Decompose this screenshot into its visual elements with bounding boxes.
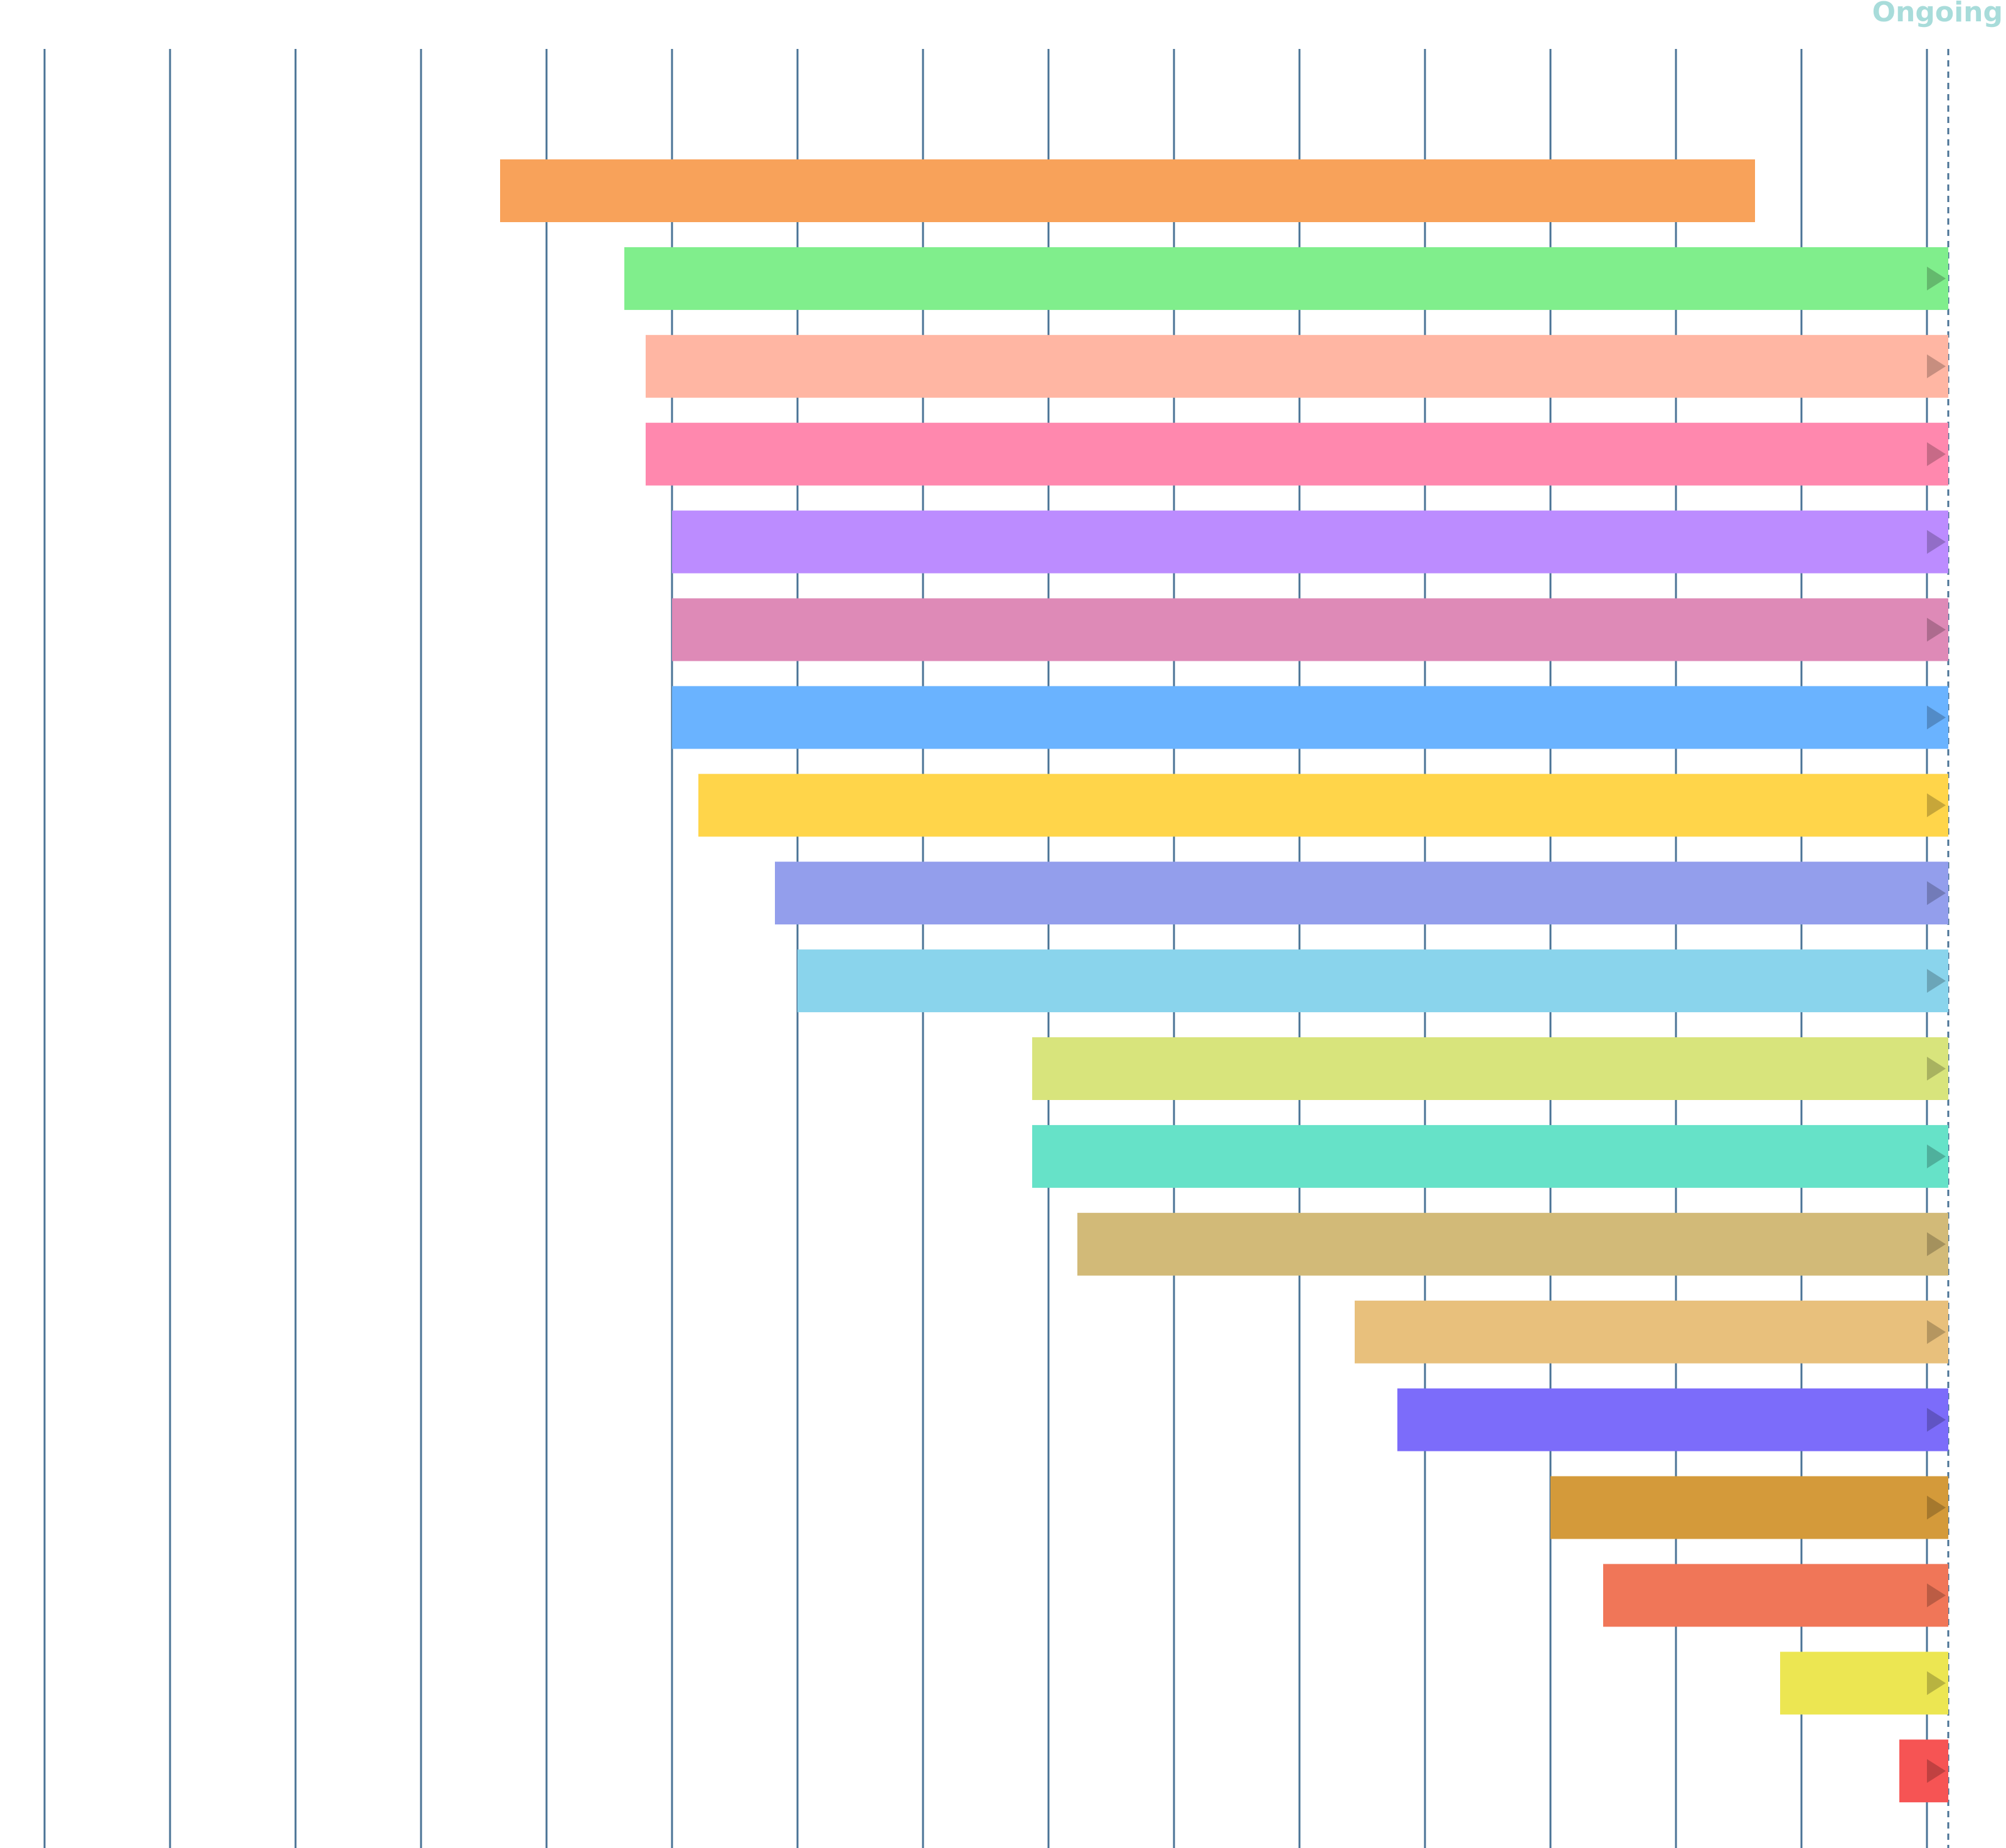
ongoing-arrow-icon bbox=[1927, 1320, 1946, 1344]
ongoing-arrow-icon bbox=[1927, 1144, 1946, 1168]
timeline-bar bbox=[1032, 1124, 1948, 1188]
ongoing-arrow-icon bbox=[1927, 969, 1946, 993]
ongoing-arrow-icon bbox=[1927, 1671, 1946, 1696]
ongoing-arrow-icon bbox=[1927, 793, 1946, 818]
timeline-bar bbox=[1899, 1739, 1948, 1803]
ongoing-arrow-icon bbox=[1927, 1057, 1946, 1081]
timeline-bar bbox=[1355, 1300, 1948, 1364]
ongoing-arrow-icon bbox=[1927, 1759, 1946, 1783]
ongoing-arrow-icon bbox=[1927, 442, 1946, 466]
timeline-bar bbox=[1077, 1212, 1948, 1276]
timeline-bar bbox=[775, 862, 1948, 925]
timeline-bar bbox=[1032, 1037, 1948, 1100]
timeline-bar bbox=[500, 159, 1755, 222]
timeline-bar bbox=[672, 598, 1948, 661]
bars bbox=[500, 159, 1948, 1803]
timeline-bar bbox=[1550, 1476, 1948, 1539]
timeline-bar bbox=[646, 334, 1948, 398]
ongoing-arrow-icon bbox=[1927, 705, 1946, 730]
ongoing-label: Ongoing bbox=[1872, 0, 2003, 28]
ongoing-arrow-icon bbox=[1927, 354, 1946, 378]
ongoing-arrow-icon bbox=[1927, 881, 1946, 905]
ongoing-arrow-icon bbox=[1927, 1407, 1946, 1432]
timeline-bar bbox=[672, 686, 1948, 749]
ongoing-arrow-icon bbox=[1927, 1232, 1946, 1256]
ongoing-arrow-icon bbox=[1927, 530, 1946, 554]
ongoing-arrow-icon bbox=[1927, 266, 1946, 291]
timeline-bar bbox=[798, 949, 1948, 1013]
ongoing-arrow-icon bbox=[1927, 1583, 1946, 1608]
timeline-bar bbox=[1603, 1564, 1948, 1627]
ongoing-arrow-icon bbox=[1927, 617, 1946, 642]
timeline-bar bbox=[1397, 1388, 1948, 1451]
timeline-bar bbox=[624, 247, 1948, 310]
timeline-bar bbox=[1780, 1652, 1948, 1715]
timeline-bar bbox=[672, 510, 1948, 574]
timeline-bar bbox=[698, 774, 1948, 837]
ongoing-arrow-icon bbox=[1927, 1495, 1946, 1520]
timeline-bar bbox=[646, 422, 1948, 486]
